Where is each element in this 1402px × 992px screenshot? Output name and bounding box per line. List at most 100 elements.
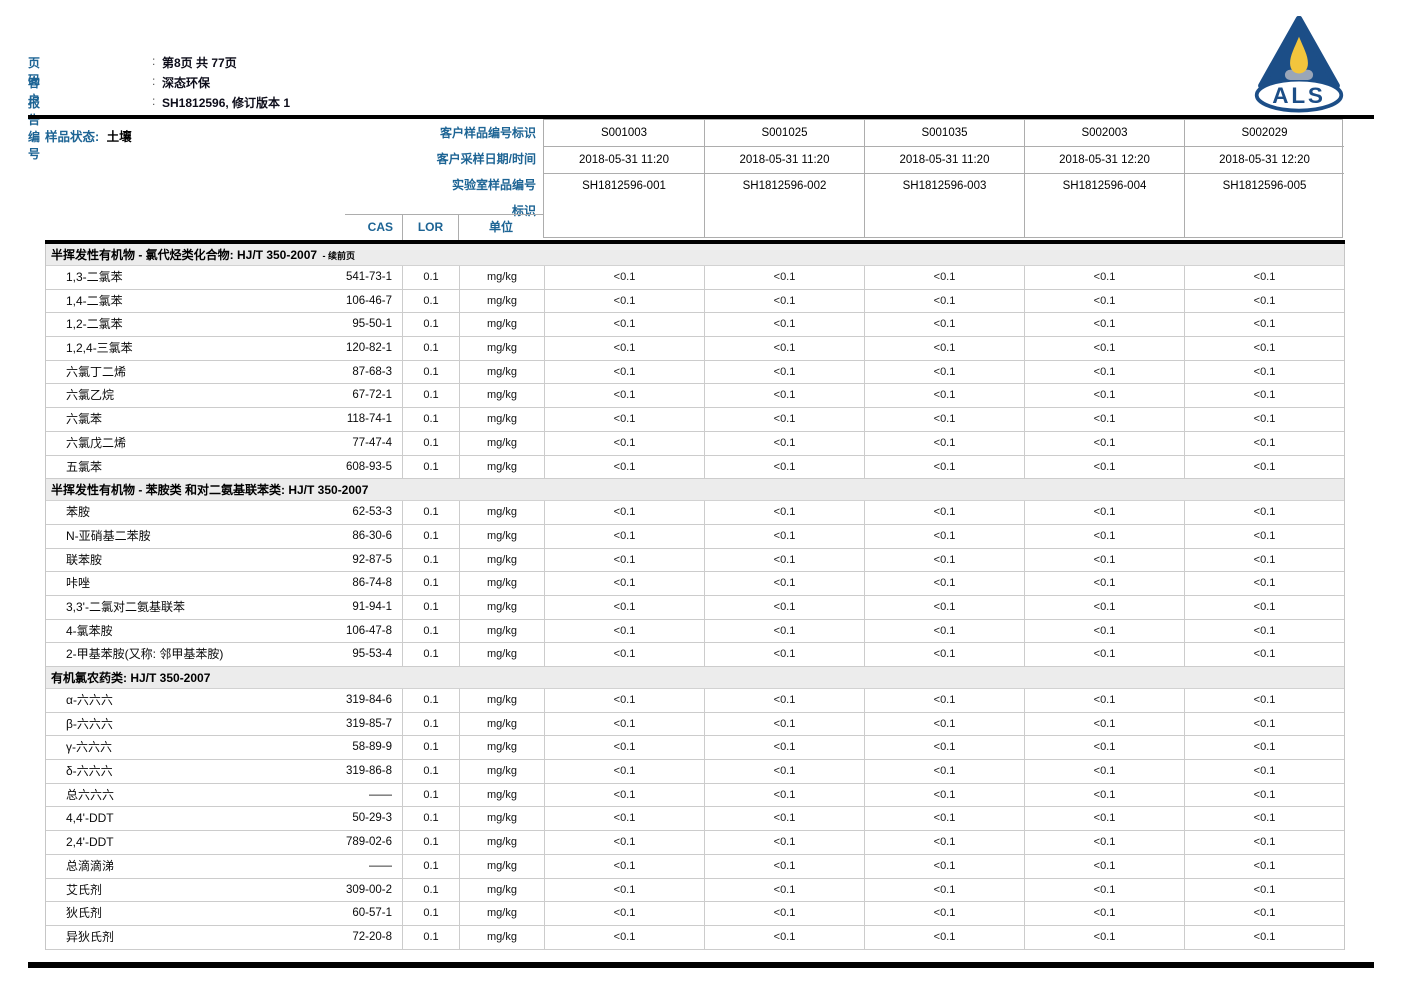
param-name: 1,2,4-三氯苯 bbox=[66, 341, 133, 356]
unit-value: mg/kg bbox=[459, 266, 544, 289]
result-value: <0.1 bbox=[544, 408, 704, 431]
result-value: <0.1 bbox=[544, 878, 704, 902]
result-value: <0.1 bbox=[1024, 854, 1184, 878]
table-row: 咔唑 86-74-8 0.1 mg/kg <0.1 <0.1 <0.1 <0.1 <0.1 bbox=[46, 572, 1344, 596]
name-cas-cell: α-六六六 319-84-6 bbox=[46, 689, 402, 712]
name-cas-cell: 联苯胺 92-87-5 bbox=[46, 549, 402, 572]
table-row: γ-六六六 58-89-9 0.1 mg/kg <0.1 <0.1 <0.1 <0.1 <0.1 bbox=[46, 736, 1344, 761]
lor-value: 0.1 bbox=[402, 807, 459, 831]
table-row: 1,3-二氯苯 541-73-1 0.1 mg/kg <0.1 <0.1 <0.1 <0.1 <… bbox=[46, 266, 1344, 290]
unit-value: mg/kg bbox=[459, 501, 544, 524]
result-value: <0.1 bbox=[1184, 360, 1344, 384]
result-value: <0.1 bbox=[1024, 524, 1184, 548]
param-name: 狄氏剂 bbox=[66, 906, 103, 921]
name-cas-cell: 五氯苯 608-93-5 bbox=[46, 456, 402, 479]
table-row: 狄氏剂 60-57-1 0.1 mg/kg <0.1 <0.1 <0.1 <0.1 <0.1 bbox=[46, 902, 1344, 926]
name-cas-cell: 1,2,4-三氯苯 120-82-1 bbox=[46, 337, 402, 360]
param-name: 苯胺 bbox=[66, 505, 91, 520]
lor-value: 0.1 bbox=[402, 643, 459, 666]
cas-value: 92-87-5 bbox=[352, 553, 392, 566]
result-value: <0.1 bbox=[1184, 760, 1344, 783]
unit-value: mg/kg bbox=[459, 360, 544, 384]
name-cas-cell: N-亚硝基二苯胺 86-30-6 bbox=[46, 525, 402, 548]
param-name: 总六六六 bbox=[66, 787, 115, 802]
result-value: <0.1 bbox=[704, 878, 864, 902]
results-table: 半挥发性有机物 - 氯代烃类化合物: HJ/T 350-2007 - 续前页 1,… bbox=[45, 244, 1345, 950]
result-value: <0.1 bbox=[1024, 831, 1184, 854]
name-cas-cell: 六氯乙烷 67-72-1 bbox=[46, 384, 402, 407]
result-value: <0.1 bbox=[1024, 431, 1184, 455]
result-value: <0.1 bbox=[864, 572, 1024, 595]
param-name: 1,4-二氯苯 bbox=[66, 293, 123, 308]
result-value: <0.1 bbox=[544, 360, 704, 384]
result-value: <0.1 bbox=[864, 783, 1024, 807]
result-value: <0.1 bbox=[1024, 783, 1184, 807]
unit-value: mg/kg bbox=[459, 337, 544, 360]
unit-value: mg/kg bbox=[459, 289, 544, 313]
result-value: <0.1 bbox=[544, 455, 704, 479]
result-value: <0.1 bbox=[1024, 337, 1184, 360]
result-value: <0.1 bbox=[704, 712, 864, 736]
cas-value: 309-00-2 bbox=[345, 883, 392, 896]
sample-lab-id: SH1812596-003 bbox=[902, 180, 987, 192]
param-name: β-六六六 bbox=[66, 716, 113, 731]
meta-separator: : bbox=[152, 74, 156, 88]
result-value: <0.1 bbox=[1184, 807, 1344, 831]
result-value: <0.1 bbox=[544, 548, 704, 572]
cas-value: 95-53-4 bbox=[352, 648, 392, 661]
lor-value: 0.1 bbox=[402, 689, 459, 712]
unit-value: mg/kg bbox=[459, 548, 544, 572]
param-name: 六氯乙烷 bbox=[66, 388, 115, 403]
cas-value: 86-74-8 bbox=[352, 577, 392, 590]
result-value: <0.1 bbox=[544, 831, 704, 854]
result-value: <0.1 bbox=[1184, 712, 1344, 736]
cas-value: 86-30-6 bbox=[352, 529, 392, 542]
sample-client-id: S001003 bbox=[544, 120, 704, 147]
result-value: <0.1 bbox=[1184, 878, 1344, 902]
result-value: <0.1 bbox=[544, 854, 704, 878]
result-value: <0.1 bbox=[704, 783, 864, 807]
sample-datetime: 2018-05-31 11:20 bbox=[865, 147, 1024, 174]
param-name: 2-甲基苯胺(又称: 邻甲基苯胺) bbox=[66, 647, 224, 662]
cas-value: 58-89-9 bbox=[352, 741, 392, 754]
result-value: <0.1 bbox=[1184, 455, 1344, 479]
label-client-sample-id: 客户样品编号标识 bbox=[439, 126, 536, 140]
column-header-unit: 单位 bbox=[458, 215, 543, 240]
table-row: 六氯丁二烯 87-68-3 0.1 mg/kg <0.1 <0.1 <0.1 <0.1 <0.1 bbox=[46, 360, 1344, 385]
name-cas-cell: β-六六六 319-85-7 bbox=[46, 713, 402, 736]
result-value: <0.1 bbox=[704, 289, 864, 313]
lor-value: 0.1 bbox=[402, 548, 459, 572]
result-value: <0.1 bbox=[1184, 548, 1344, 572]
result-value: <0.1 bbox=[864, 384, 1024, 408]
result-value: <0.1 bbox=[864, 595, 1024, 619]
result-value: <0.1 bbox=[1184, 736, 1344, 760]
result-value: <0.1 bbox=[1024, 455, 1184, 479]
name-cas-cell: 4,4'-DDT 50-29-3 bbox=[46, 807, 402, 830]
result-value: <0.1 bbox=[704, 548, 864, 572]
cas-value: 789-02-6 bbox=[345, 836, 392, 849]
unit-value: mg/kg bbox=[459, 807, 544, 831]
cas-value: 95-50-1 bbox=[352, 318, 392, 331]
name-cas-cell: 艾氏剂 309-00-2 bbox=[46, 879, 402, 902]
result-value: <0.1 bbox=[704, 408, 864, 431]
lor-value: 0.1 bbox=[402, 572, 459, 595]
result-value: <0.1 bbox=[704, 266, 864, 289]
name-cas-cell: 3,3'-二氯对二氨基联苯 91-94-1 bbox=[46, 596, 402, 619]
section-header: 半挥发性有机物 - 苯胺类 和对二氨基联苯类: HJ/T 350-2007 bbox=[46, 479, 1344, 502]
lor-value: 0.1 bbox=[402, 337, 459, 360]
sample-lab-id: SH1812596-002 bbox=[742, 180, 827, 192]
result-value: <0.1 bbox=[864, 337, 1024, 360]
result-value: <0.1 bbox=[864, 643, 1024, 666]
result-value: <0.1 bbox=[704, 760, 864, 783]
name-cas-cell: 咔唑 86-74-8 bbox=[46, 572, 402, 595]
result-value: <0.1 bbox=[864, 360, 1024, 384]
sample-lab-id: SH1812596-004 bbox=[1062, 180, 1147, 192]
cas-value: 319-86-8 bbox=[345, 765, 392, 778]
name-cas-cell: 异狄氏剂 72-20-8 bbox=[46, 926, 402, 949]
result-value: <0.1 bbox=[544, 902, 704, 925]
bottom-rule bbox=[28, 962, 1374, 968]
name-cas-cell: 总六六六 —— bbox=[46, 784, 402, 807]
sample-client-id: S001025 bbox=[705, 120, 864, 147]
param-name: 1,3-二氯苯 bbox=[66, 270, 123, 284]
